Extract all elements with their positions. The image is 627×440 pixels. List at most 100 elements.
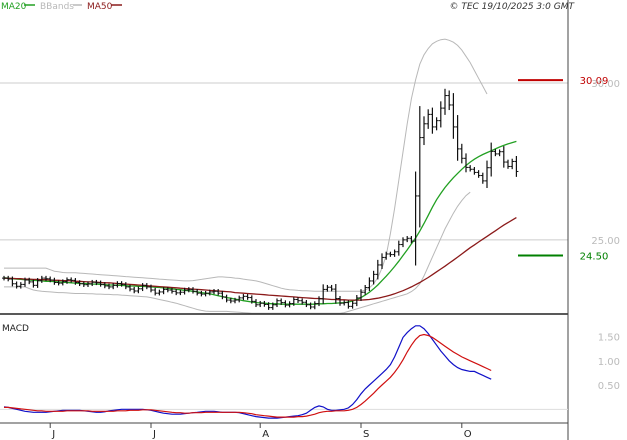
price-bar [472,167,477,175]
price-bar [10,276,15,287]
price-bar [359,289,363,301]
price-bar [111,283,116,290]
macd-lines [3,325,492,419]
price-bar [485,160,489,188]
price-bar [245,294,250,300]
price-bar [417,106,422,228]
price-bar [300,298,305,305]
macd-tick-label: 1.00 [598,357,620,368]
price-bar [44,275,48,282]
price-bar [60,279,65,286]
price-bar [296,297,300,303]
price-bar [426,109,431,129]
x-tick-label: A [262,429,269,440]
price-markers: 30.09 24.50 [518,76,609,263]
price-bar [144,283,149,290]
price-bar [228,297,233,304]
price-bar [161,287,166,295]
price-bar [170,287,174,294]
price-bar [396,240,401,256]
price-bar [153,287,158,296]
price-bar [266,302,271,310]
price-bar [31,279,36,288]
price-bar [35,278,40,288]
price-bar [73,278,78,285]
price-bar [451,93,456,139]
ma50-line [3,217,517,301]
price-bar [207,289,212,296]
price-bar [501,146,506,168]
price-bar [94,279,99,286]
price-bar [342,300,347,306]
price-bar [216,289,221,296]
price-bar [224,294,229,303]
price-bar [182,287,187,295]
price-bar [90,279,95,287]
price-bar [514,156,519,177]
legend-label-ma20: MA20 [1,2,27,12]
macd-panel-title: MACD [2,324,29,334]
price-bar [102,282,107,289]
price-gridlines [0,82,568,241]
copyright-text: © TEC 19/10/2025 3:0 GMT [449,2,575,12]
price-bar [203,290,208,297]
price-bar [254,299,258,308]
price-bar [510,158,515,170]
price-bar [39,275,44,283]
price-bar [455,115,460,161]
price-bar [128,284,132,292]
price-bar [249,295,254,304]
price-bar [291,297,296,306]
price-bar [409,236,414,244]
price-bar [220,290,225,300]
level-marker-label: 30.09 [580,76,609,87]
price-bar [149,284,153,293]
legend-label-ma50: MA50 [87,2,113,12]
price-bar [233,297,237,304]
price-bar [6,275,11,282]
price-bar [464,153,468,173]
price-bar [86,281,90,287]
price-bar [132,286,137,294]
x-tick-label: S [363,429,369,440]
price-bar [56,280,61,286]
signal-line [4,333,492,418]
price-bar [493,149,498,157]
bollinger-bands [4,38,488,314]
price-bar [346,300,351,309]
price-bar [14,281,19,289]
price-bars [2,88,519,310]
price-bar [237,295,242,303]
price-bar [283,300,288,308]
price-bar [212,289,216,295]
price-tick-label: 30.00 [591,79,620,90]
price-bar [98,280,103,287]
price-bar [119,281,124,287]
x-tick-label: J [51,429,55,440]
price-bar [23,277,27,287]
bbands-upper-line [4,38,488,292]
price-bar [354,295,359,307]
price-bar [388,251,393,257]
macd-tick-label: 0.50 [598,381,620,392]
price-bar [413,171,418,266]
price-bar [157,289,162,296]
price-bar [497,149,502,157]
price-tick-label: 25.00 [591,236,620,247]
price-bar [333,284,338,304]
price-bar [115,281,120,288]
price-bar [321,284,326,304]
price-axis-ticks: 25.00 30.00 [591,79,620,247]
price-bar [459,143,464,164]
price-bar [480,172,485,184]
price-bar [140,283,145,292]
legend-label-bbands: BBands [40,2,74,12]
price-bar [195,289,200,296]
price-bar [405,236,410,243]
price-bar [422,116,426,146]
price-bar [123,282,128,290]
price-bar [367,277,372,292]
price-bar [178,289,183,296]
